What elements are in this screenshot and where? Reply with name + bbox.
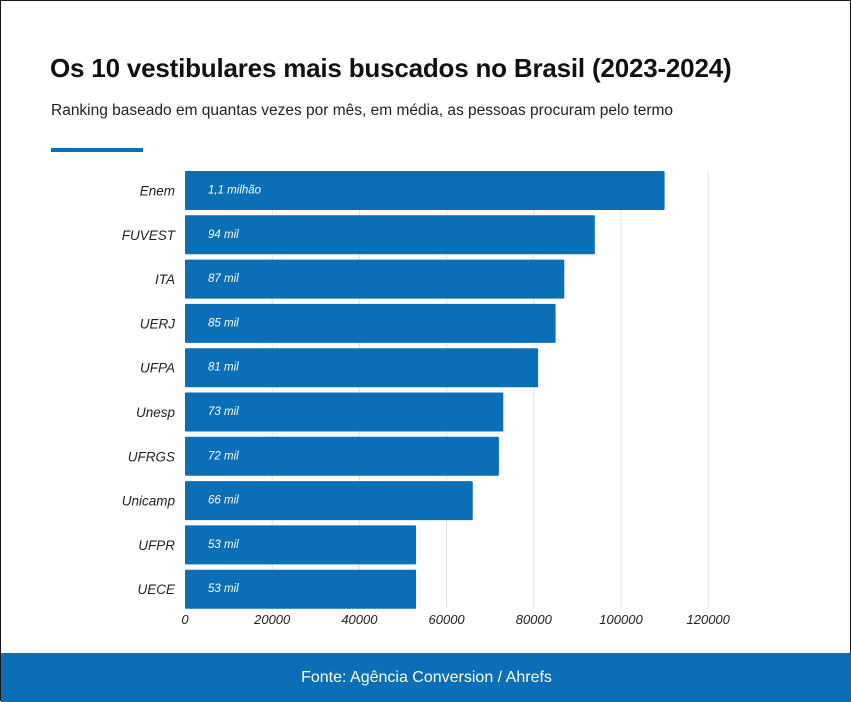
- data-label: 53 mil: [208, 583, 239, 595]
- data-label: 66 mil: [208, 495, 239, 507]
- source-text: Fonte: Agência Conversion / Ahrefs: [301, 668, 552, 686]
- bar: [185, 215, 595, 255]
- x-tick-label: 40000: [341, 612, 378, 627]
- bar: [185, 525, 417, 565]
- data-label: 73 mil: [208, 406, 239, 418]
- bar: [185, 569, 417, 609]
- data-label: 94 mil: [208, 229, 239, 241]
- category-label: UECE: [137, 582, 176, 597]
- bar-chart: Enem FUVEST ITA UERJ UFPA Unesp UFRGS Unicamp UF…: [122, 171, 731, 627]
- data-label: 87 mil: [208, 273, 239, 285]
- category-label: UFPR: [138, 538, 175, 553]
- category-labels: Enem FUVEST ITA UERJ UFPA Unesp UFRGS Unicamp UF…: [122, 184, 177, 598]
- accent-rule: [51, 148, 143, 152]
- source-footer: Fonte: Agência Conversion / Ahrefs: [1, 653, 851, 702]
- x-axis-ticks: 0 20000 40000 60000 80000 100000 120000: [181, 612, 730, 627]
- chart-title: Os 10 vestibulares mais buscados no Bras…: [50, 53, 732, 83]
- data-label: 1,1 milhão: [208, 185, 262, 197]
- category-label: Unesp: [136, 405, 176, 420]
- x-tick-label: 0: [181, 612, 189, 627]
- data-label: 85 mil: [208, 317, 239, 329]
- bar: [185, 259, 565, 299]
- category-label: UERJ: [140, 316, 176, 331]
- data-label: 72 mil: [208, 450, 239, 462]
- category-label: FUVEST: [122, 228, 177, 243]
- category-label: ITA: [155, 272, 175, 287]
- x-tick-label: 100000: [599, 612, 643, 627]
- bar: [185, 303, 556, 343]
- category-label: Enem: [140, 184, 175, 199]
- value-labels: 1,1 milhão 94 mil 87 mil 85 mil 81 mil 73 mil…: [208, 185, 262, 596]
- bars: [185, 171, 665, 609]
- category-label: UFRGS: [128, 449, 175, 464]
- bar: [185, 348, 539, 388]
- data-label: 53 mil: [208, 539, 239, 551]
- category-label: UFPA: [140, 361, 175, 376]
- bar: [185, 392, 504, 432]
- data-label: 81 mil: [208, 362, 239, 374]
- x-tick-label: 60000: [429, 612, 466, 627]
- chart-subtitle: Ranking baseado em quantas vezes por mês…: [51, 102, 674, 119]
- category-label: Unicamp: [122, 494, 176, 509]
- bar: [185, 171, 665, 210]
- x-tick-label: 120000: [687, 612, 731, 627]
- x-tick-label: 80000: [516, 612, 553, 627]
- bar: [185, 481, 473, 521]
- x-tick-label: 20000: [253, 612, 291, 627]
- bar: [185, 436, 499, 476]
